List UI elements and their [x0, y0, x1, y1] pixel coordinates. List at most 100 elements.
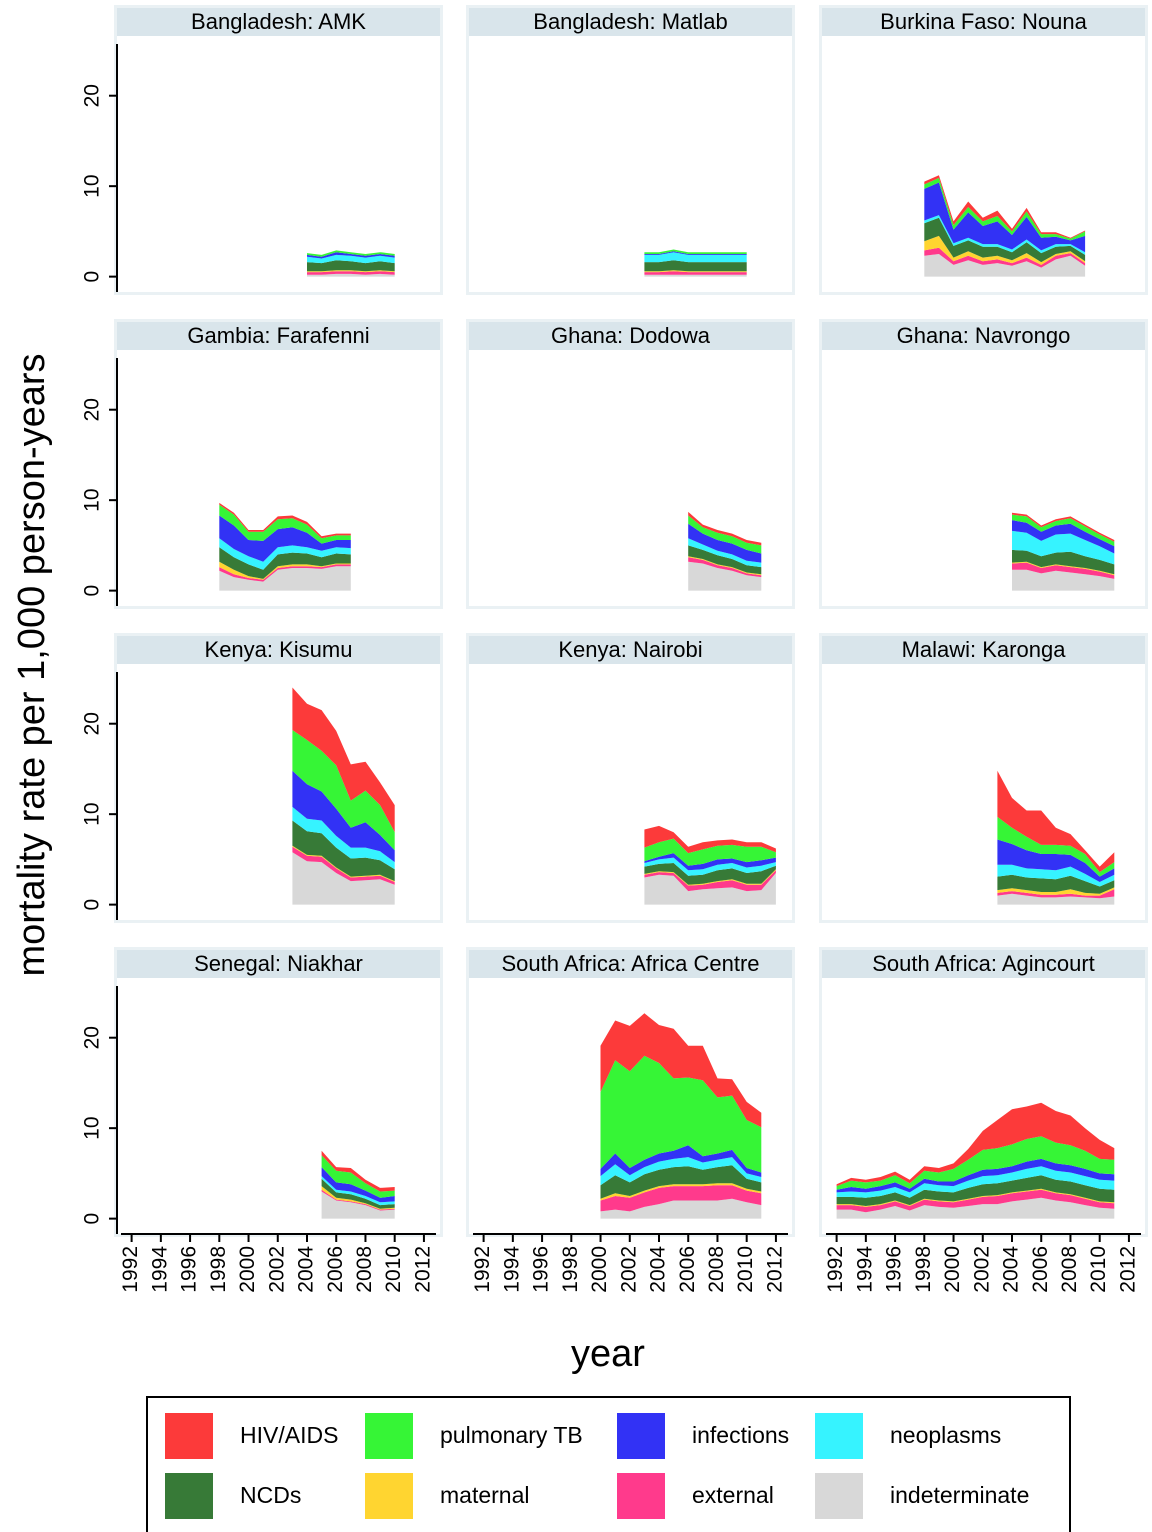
y-tick-label: 10	[81, 488, 104, 511]
y-tick-label: 10	[81, 174, 104, 197]
strip	[469, 636, 792, 664]
area	[600, 1165, 762, 1199]
x-tick-label: 2006	[676, 1246, 699, 1293]
panel-title: Burkina Faso: Nouna	[880, 9, 1087, 34]
area	[307, 252, 395, 259]
x-tick-label: 2008	[1058, 1246, 1081, 1293]
x-tick-label: 2008	[705, 1246, 728, 1293]
x-tick-label: 2006	[1029, 1246, 1052, 1293]
y-tick-label: 20	[81, 712, 104, 735]
x-tick-label: 1996	[530, 1246, 553, 1293]
area	[924, 254, 1086, 277]
area	[924, 215, 1086, 255]
legend-label: HIV/AIDS	[240, 1422, 338, 1448]
area	[600, 1145, 762, 1177]
legend-swatch	[365, 1413, 413, 1459]
area	[924, 217, 1086, 263]
area	[292, 687, 395, 833]
area	[219, 515, 351, 562]
strip	[117, 950, 440, 978]
legend-swatch	[815, 1413, 863, 1459]
area	[924, 175, 1086, 239]
area	[688, 538, 762, 568]
legend-swatch	[365, 1473, 413, 1519]
area	[219, 538, 351, 570]
y-tick-label: 20	[81, 398, 104, 421]
area	[292, 820, 395, 882]
area	[219, 564, 351, 582]
legend-label: maternal	[440, 1482, 529, 1508]
area	[688, 523, 762, 563]
plot	[307, 250, 395, 277]
panel-title: Bangladesh: AMK	[191, 9, 366, 34]
panel-title: Ghana: Dodowa	[551, 323, 711, 348]
area	[292, 806, 395, 870]
legend-swatch	[815, 1473, 863, 1519]
plot	[644, 249, 747, 277]
x-tick-label: 1998	[912, 1246, 935, 1293]
x-tick-label: 2004	[647, 1246, 670, 1293]
x-tick-label: 1996	[178, 1246, 201, 1293]
legend-label: NCDs	[240, 1482, 301, 1508]
area	[307, 260, 395, 272]
area	[688, 545, 762, 575]
area	[307, 271, 395, 275]
x-tick-label: 2000	[941, 1246, 964, 1293]
plot	[644, 825, 776, 905]
area	[292, 846, 395, 885]
x-axis-label: year	[571, 1333, 645, 1375]
x-tick-label: 2002	[970, 1246, 993, 1293]
x-tick-label: 2012	[763, 1246, 786, 1293]
plot	[292, 687, 395, 905]
legend-swatch	[617, 1473, 665, 1519]
plot-area	[117, 36, 440, 292]
x-tick-label: 1996	[883, 1246, 906, 1293]
area	[219, 502, 351, 539]
strip	[469, 322, 792, 350]
strip	[822, 636, 1145, 664]
legend-label: neoplasms	[890, 1422, 1001, 1448]
plot	[924, 175, 1086, 277]
plot	[219, 502, 351, 591]
x-tick-label: 1994	[148, 1246, 171, 1293]
area	[307, 250, 395, 257]
area	[688, 511, 762, 546]
x-tick-label: 2002	[265, 1246, 288, 1293]
area	[924, 178, 1086, 241]
x-tick-label: 2010	[734, 1246, 757, 1293]
legend-label: pulmonary TB	[440, 1422, 583, 1448]
area	[997, 839, 1115, 882]
x-tick-label: 1992	[119, 1246, 142, 1293]
area	[688, 556, 762, 576]
area	[836, 1166, 1115, 1198]
area	[644, 838, 776, 866]
strip	[469, 950, 792, 978]
plot	[321, 1150, 395, 1219]
area	[997, 874, 1115, 894]
x-tick-label: 1994	[853, 1246, 876, 1293]
x-tick-label: 1998	[207, 1246, 230, 1293]
plot	[688, 511, 762, 591]
x-tick-label: 2004	[295, 1246, 318, 1293]
area	[836, 1136, 1115, 1190]
area	[644, 274, 747, 277]
area	[644, 260, 747, 272]
area	[836, 1158, 1115, 1193]
legend-swatch	[165, 1473, 213, 1519]
area	[997, 889, 1115, 899]
area	[307, 273, 395, 277]
area	[600, 1013, 762, 1128]
strip	[822, 322, 1145, 350]
area	[600, 1157, 762, 1186]
panel-title: Ghana: Navrongo	[897, 323, 1071, 348]
x-tick-label: 1992	[471, 1246, 494, 1293]
x-tick-label: 2008	[353, 1246, 376, 1293]
plot	[600, 1013, 762, 1219]
area	[924, 235, 1086, 265]
area	[644, 249, 747, 254]
area	[836, 1197, 1115, 1219]
panel-title: Kenya: Nairobi	[558, 637, 702, 662]
x-tick-label: 2000	[236, 1246, 259, 1293]
area	[321, 1178, 395, 1209]
